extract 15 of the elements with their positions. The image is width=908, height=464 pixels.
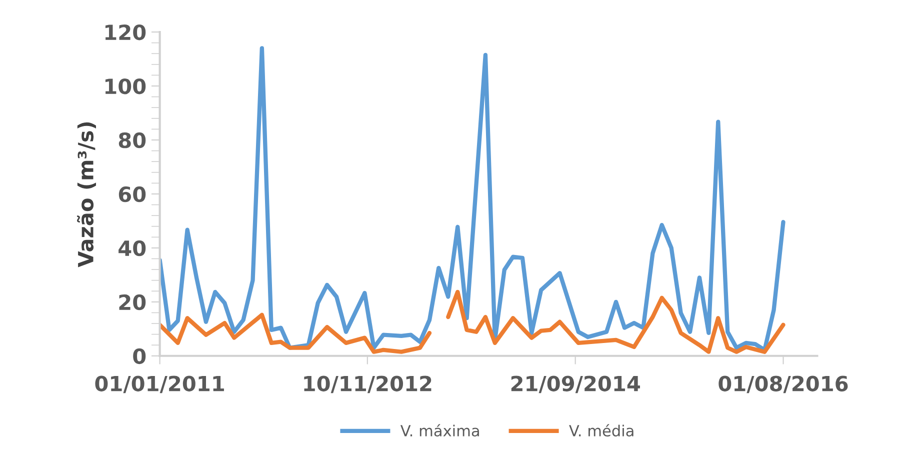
x-tick-label: 10/11/2012 <box>304 376 432 394</box>
y-tick-label: 100 <box>105 78 146 94</box>
y-axis-title: Vazão (m³/s) <box>77 122 96 268</box>
x-tick-label: 21/09/2014 <box>511 376 640 394</box>
y-tick-label: 0 <box>133 348 146 364</box>
y-tick-label: 120 <box>105 24 146 40</box>
y-tick-label: 20 <box>119 294 146 310</box>
x-tick-label: 01/01/2011 <box>95 376 224 394</box>
y-tick-label: 60 <box>118 186 146 202</box>
legend-label: V. média <box>569 424 634 437</box>
y-tick-label: 40 <box>118 240 146 256</box>
line-series <box>160 46 786 352</box>
x-tick-label: 01/08/2016 <box>718 376 848 394</box>
legend-label: V. máxima <box>400 424 479 437</box>
y-tick-label: 80 <box>118 132 146 148</box>
